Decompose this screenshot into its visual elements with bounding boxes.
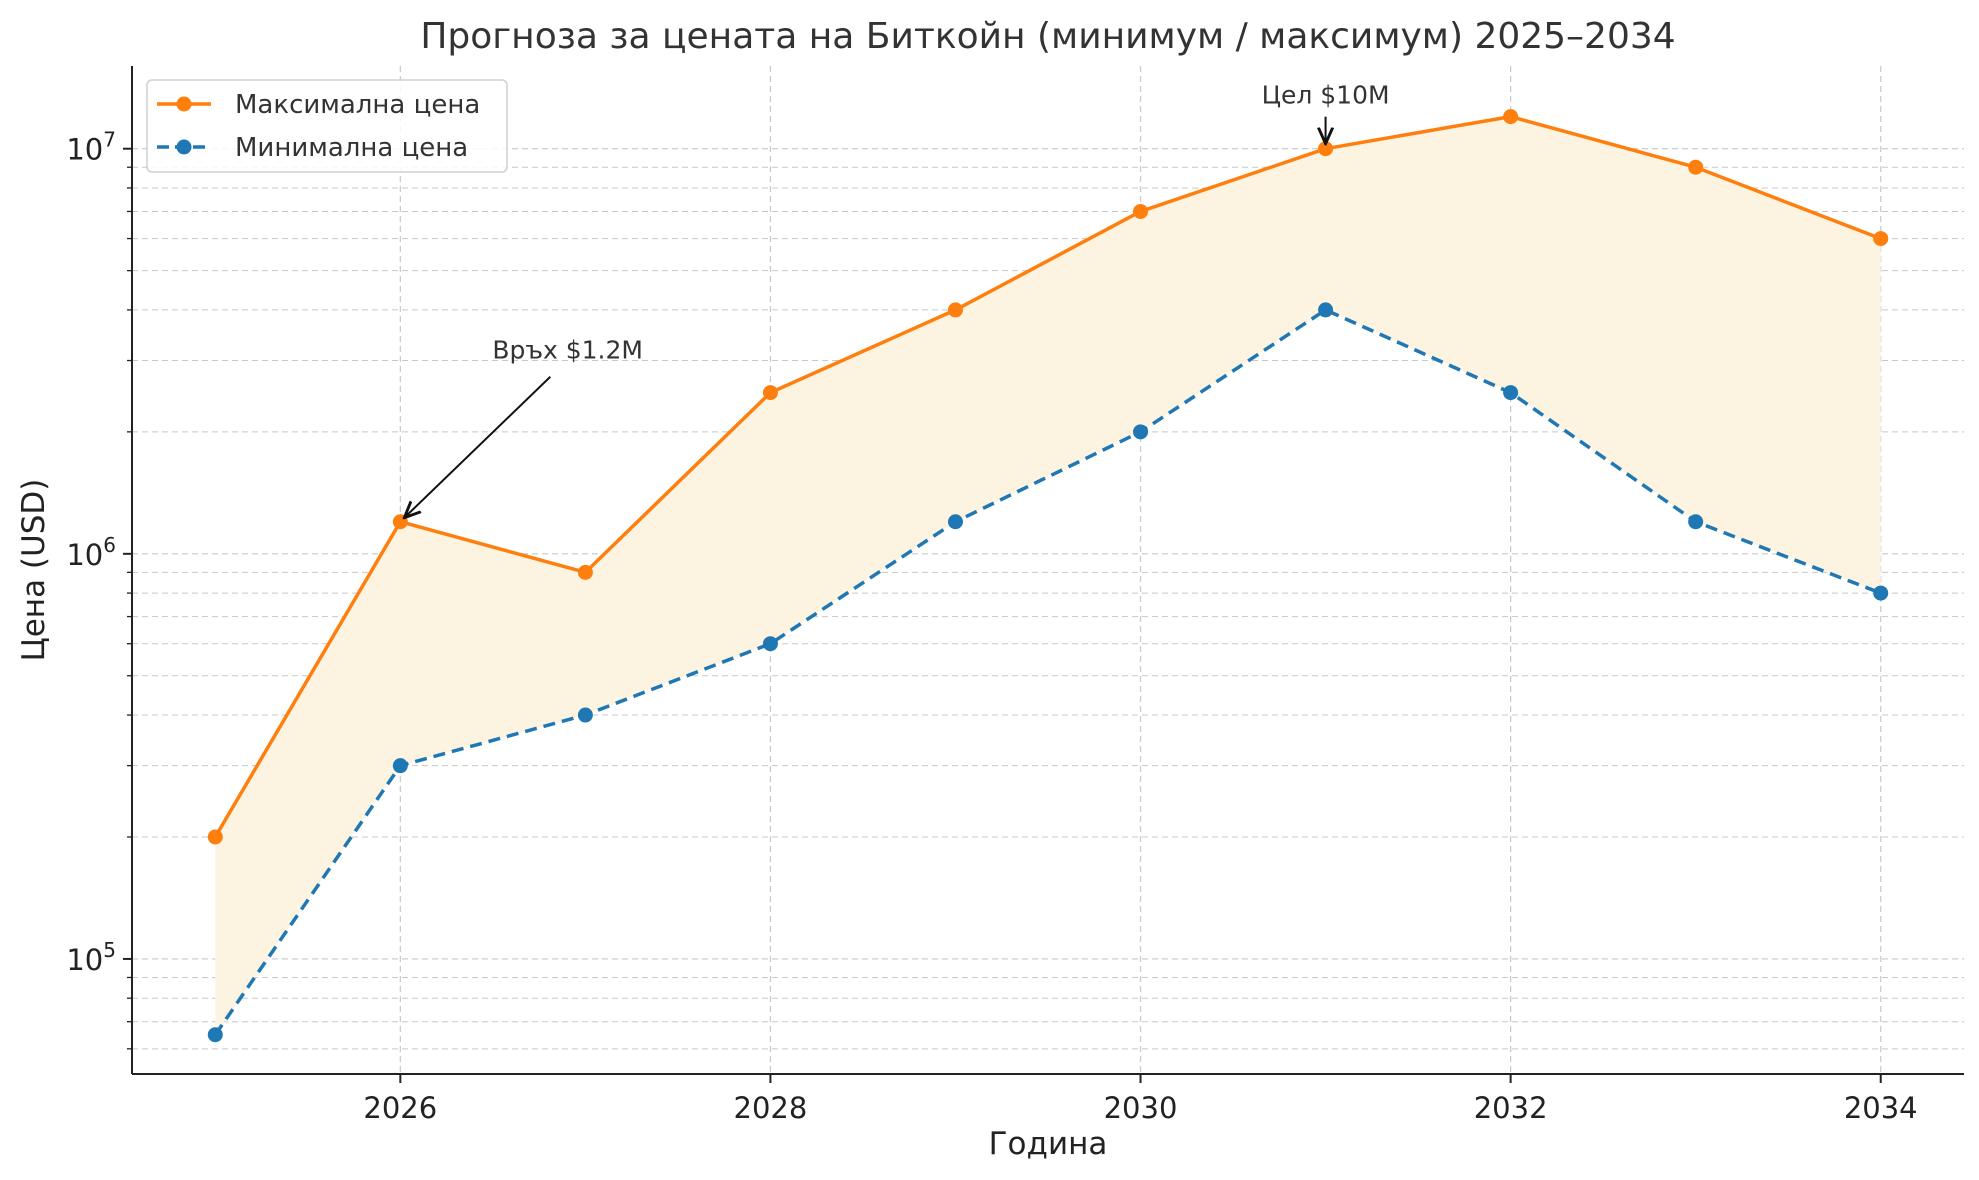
legend-min-label: Минимална цена xyxy=(235,133,468,163)
y-tick-label: 106 xyxy=(66,533,116,572)
series-line-min xyxy=(213,308,1882,1036)
annotations: Връх $1.2M Цел $10M xyxy=(404,81,1390,518)
chart-title: Прогноза за цената на Биткойн (минимум /… xyxy=(420,16,1675,57)
legend-max-marker xyxy=(176,96,192,112)
x-tick-label: 2032 xyxy=(1474,1091,1548,1125)
data-point-max xyxy=(1133,203,1149,219)
y-axis-label: Цена (USD) xyxy=(16,479,52,662)
legend-box xyxy=(146,79,508,173)
x-tick-label: 2030 xyxy=(1104,1091,1178,1125)
x-axis-label: Година xyxy=(989,1126,1108,1162)
data-point-max xyxy=(1688,159,1704,175)
series-line-max xyxy=(213,114,1882,838)
data-point-min xyxy=(947,514,963,530)
x-tick-label: 2034 xyxy=(1844,1091,1918,1125)
data-point-min xyxy=(577,707,593,723)
series-layer xyxy=(207,109,1889,1043)
data-point-max xyxy=(1873,231,1889,247)
data-point-min xyxy=(762,636,778,652)
data-point-min xyxy=(1318,302,1334,318)
data-point-max xyxy=(762,385,778,401)
x-ticks: 2026 2028 2030 2032 2034 xyxy=(363,1074,1918,1125)
data-point-min xyxy=(207,1027,223,1043)
data-point-min xyxy=(1873,585,1889,601)
data-point-min xyxy=(1133,424,1149,440)
y-tick-label: 107 xyxy=(66,128,116,167)
axes xyxy=(131,66,1964,1075)
data-point-max xyxy=(1503,109,1519,125)
legend: Максимална цена Минимална цена xyxy=(146,79,508,173)
x-tick-label: 2028 xyxy=(734,1091,808,1125)
data-point-min xyxy=(1503,385,1519,401)
data-point-max xyxy=(947,302,963,318)
data-point-min xyxy=(392,758,408,774)
legend-max-label: Максимална цена xyxy=(235,90,480,120)
data-point-min xyxy=(1688,514,1704,530)
annotation-label: Връх $1.2M xyxy=(492,336,643,365)
annotation-arrow xyxy=(404,376,552,518)
annotation-label: Цел $10M xyxy=(1262,81,1390,110)
y-ticks: 105 106 107 xyxy=(66,128,132,1050)
data-point-max xyxy=(577,564,593,580)
y-tick-label: 105 xyxy=(66,938,116,977)
data-point-max xyxy=(207,829,223,845)
legend-min-marker xyxy=(176,139,192,155)
min-max-band xyxy=(215,116,1881,1035)
x-tick-label: 2026 xyxy=(363,1091,437,1125)
